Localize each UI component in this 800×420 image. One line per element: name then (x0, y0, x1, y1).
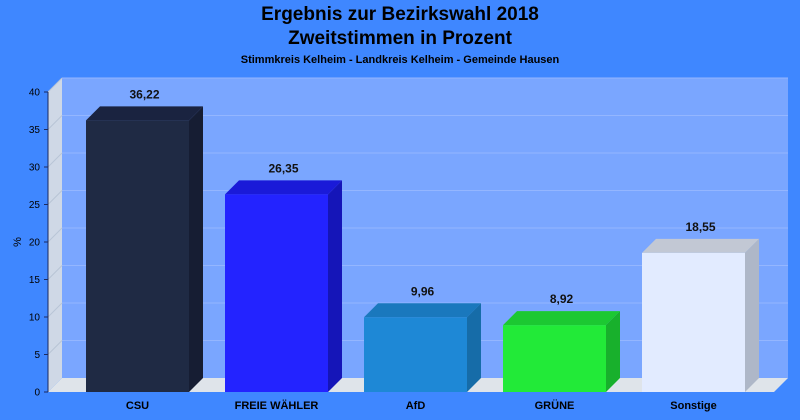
value-label: 36,22 (129, 87, 159, 101)
grid-line-side (47, 115, 63, 130)
bar-side (606, 311, 620, 392)
category-labels: CSU FREIE WÄHLER AfD GRÜNE Sonstige (126, 399, 717, 412)
y-axis-ticks: 0 5 10 15 20 25 30 35 40 (29, 88, 49, 399)
bar-side (328, 180, 342, 392)
chart-region: Stimmkreis Kelheim - Landkreis Kelheim -… (240, 54, 560, 66)
bar-sonstige (642, 238, 759, 392)
bar-front (364, 317, 467, 392)
bar-front (86, 120, 189, 392)
bar-top (364, 303, 481, 318)
bar-top (503, 311, 620, 326)
category-label: AfD (406, 400, 426, 412)
category-label: FREIE WÄHLER (235, 399, 319, 412)
bar-front (642, 252, 745, 392)
value-label: 9,96 (411, 284, 435, 298)
bar-side (467, 303, 481, 392)
value-label: 18,55 (685, 220, 715, 234)
grid-line-side (47, 77, 63, 93)
grid-line-side (47, 265, 63, 280)
category-label: Sonstige (670, 400, 716, 412)
bar-freie-wähler (225, 180, 342, 392)
bar-side (745, 238, 759, 392)
y-tick-label: 30 (29, 163, 41, 174)
grid-line-side (47, 340, 63, 355)
bar-front (503, 325, 606, 392)
value-label: 8,92 (550, 292, 574, 306)
y-tick-label: 40 (29, 88, 41, 99)
grid-line-side (47, 152, 63, 168)
bar-side (189, 106, 203, 392)
value-labels: 36,22 26,35 9,96 8,92 18,55 (129, 87, 715, 306)
bar-afd (364, 303, 481, 392)
bar-top (86, 106, 203, 121)
grid-line-side (47, 302, 63, 318)
y-tick-label: 15 (29, 275, 41, 286)
y-tick-label: 0 (34, 388, 40, 399)
bar-front (225, 194, 328, 392)
bar-top (225, 180, 342, 195)
y-tick-label: 20 (29, 238, 41, 249)
bars (86, 106, 759, 392)
y-axis-label: % (12, 237, 24, 247)
bar-top (642, 238, 759, 253)
chart-title: Ergebnis zur Bezirkswahl 2018 (261, 4, 539, 25)
category-label: GRÜNE (535, 399, 575, 412)
chart-subtitle: Zweitstimmen in Prozent (288, 28, 512, 49)
y-tick-label: 25 (29, 200, 41, 211)
grid-line-side (47, 190, 63, 205)
bar-csu (86, 106, 203, 392)
y-tick-label: 10 (29, 313, 41, 324)
y-tick-label: 35 (29, 125, 41, 136)
category-label: CSU (126, 400, 149, 412)
bar-grüne (503, 311, 620, 392)
y-tick-label: 5 (34, 350, 40, 361)
value-label: 26,35 (268, 161, 298, 175)
grid-line-side (47, 227, 63, 243)
